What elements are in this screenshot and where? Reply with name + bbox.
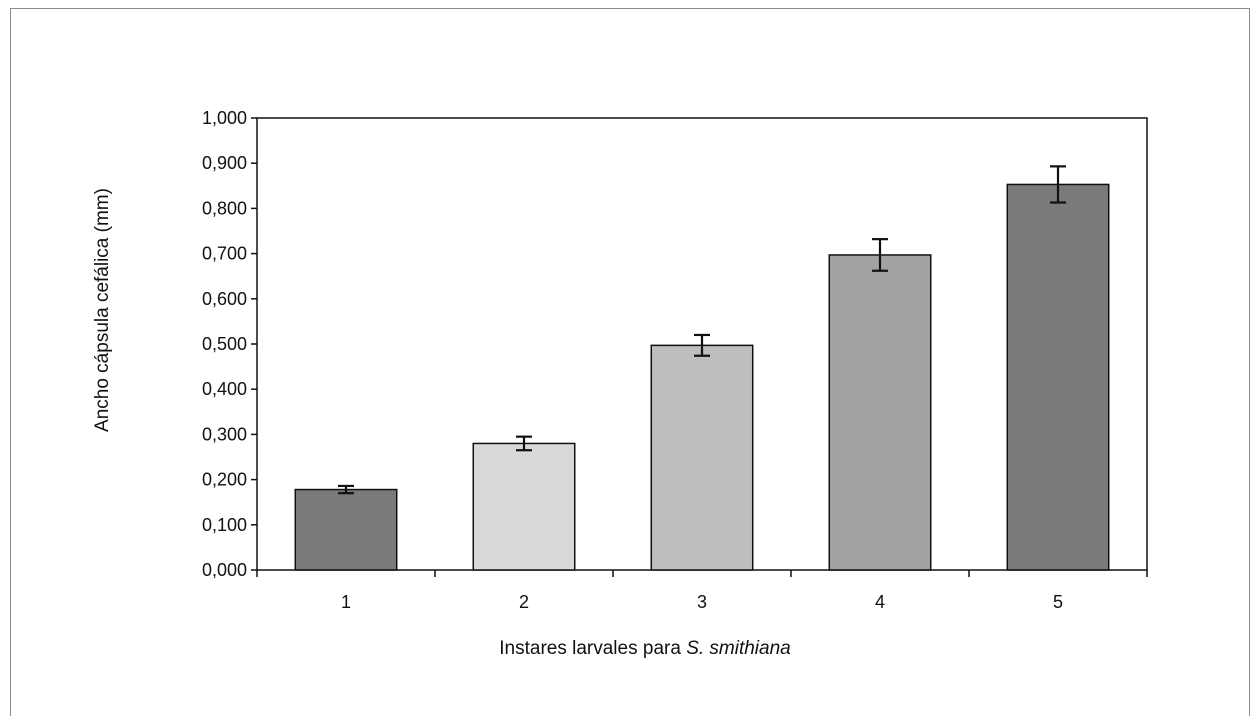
y-tick-label: 0,900	[202, 153, 247, 173]
y-tick-label: 0,600	[202, 289, 247, 309]
y-tick-label: 0,400	[202, 379, 247, 399]
y-tick-label: 0,100	[202, 515, 247, 535]
bar-5	[1006, 183, 1110, 571]
bars	[294, 183, 1110, 571]
x-tick-label: 4	[875, 592, 885, 612]
x-tick-label: 2	[519, 592, 529, 612]
error-bar-5	[1050, 165, 1066, 204]
y-tick-label: 0,500	[202, 334, 247, 354]
error-bar-1	[338, 484, 354, 495]
y-tick-label: 0,300	[202, 424, 247, 444]
x-tick-label: 1	[341, 592, 351, 612]
x-tick-label: 3	[697, 592, 707, 612]
x-axis: 1 2 3 4 5	[256, 570, 1148, 612]
bar-1	[294, 488, 398, 571]
y-axis-title: Ancho cápsula cefálica (mm)	[92, 188, 113, 432]
y-tick-label: 1,000	[202, 108, 247, 128]
error-bar-3	[694, 333, 710, 357]
y-tick-label: 0,000	[202, 560, 247, 580]
figure-border	[10, 8, 1250, 716]
y-tick-label: 0,800	[202, 198, 247, 218]
error-bar-2	[516, 435, 532, 452]
y-tick-label: 0,200	[202, 470, 247, 490]
x-axis-title: Instares larvales para S. smithiana	[499, 638, 790, 659]
y-axis: 0,000 0,100 0,200 0,300 0,400 0,500 0,600 0,700…	[202, 108, 257, 580]
x-axis-title-species: S. smithiana	[686, 638, 791, 659]
x-axis-title-text: Instares larvales para	[499, 638, 686, 659]
error-bar-4	[872, 238, 888, 272]
bar-2	[472, 442, 576, 571]
bar-3	[650, 344, 754, 571]
y-tick-label: 0,700	[202, 244, 247, 264]
bar-4	[828, 254, 932, 571]
error-bars	[338, 165, 1066, 495]
x-tick-label: 5	[1053, 592, 1063, 612]
